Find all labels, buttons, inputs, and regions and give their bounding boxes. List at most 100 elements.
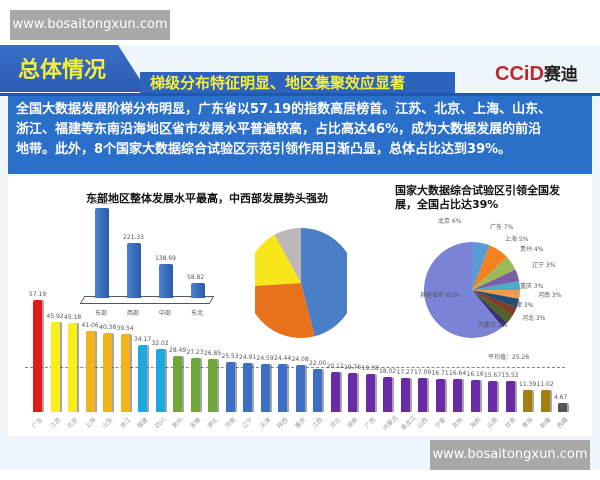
pie-label: 其他省市 61% — [420, 292, 460, 299]
pie-label: 内蒙古 2% — [478, 322, 508, 329]
bar-value: 11.02 — [536, 381, 554, 389]
bar — [435, 379, 445, 412]
bar — [453, 379, 462, 412]
bar-value: 26.85 — [204, 350, 222, 358]
bar — [365, 373, 375, 412]
page-subtitle: 梯级分布特征明显、地区集聚效应显著 — [150, 74, 406, 92]
bar-value: 22.00 — [309, 359, 327, 367]
bar — [120, 334, 130, 412]
axis-label: 中部 — [159, 310, 172, 317]
bar — [278, 363, 287, 412]
bar — [127, 243, 141, 298]
pie-slice — [472, 269, 520, 290]
bar — [418, 378, 427, 412]
bar — [295, 364, 305, 412]
bar-value: 39.54 — [116, 325, 134, 333]
bar — [33, 299, 42, 412]
axis-label: 东部 — [95, 310, 108, 317]
pie-label: 河北 3% — [522, 315, 546, 322]
bar — [173, 355, 182, 412]
pie-slice — [472, 290, 517, 316]
pie-label: 广东 7% — [490, 224, 514, 231]
bar — [103, 332, 112, 412]
regional-pie-chart — [255, 228, 347, 338]
bar-value: 15.67 — [484, 372, 502, 380]
header-divider — [0, 93, 600, 96]
axis-label: 西部 — [127, 310, 140, 317]
pie-slice — [301, 228, 347, 337]
bar-value: 15.52 — [501, 372, 519, 380]
bar-value: 24.44 — [274, 354, 292, 362]
pie-slice — [472, 281, 520, 290]
bar — [558, 402, 567, 412]
bar-value: 19.76 — [344, 364, 362, 372]
watermark-top: www.bosaitongxun.com — [10, 10, 170, 40]
bar — [540, 390, 550, 412]
bar — [243, 363, 252, 412]
bar — [225, 361, 235, 412]
pie-slice — [424, 242, 503, 338]
pie-slice — [255, 234, 301, 286]
bar-value: 58.82 — [187, 274, 205, 282]
bar-value: 16.71 — [431, 370, 449, 378]
bar — [260, 363, 270, 412]
bar-value: 364.13 — [91, 199, 112, 206]
average-annotation: 平均值：25.26 — [488, 354, 530, 361]
watermark-bottom: www.bosaitongxun.com — [430, 440, 590, 470]
bar-value: 41.06 — [81, 322, 99, 330]
bar — [488, 381, 497, 412]
subtitle-banner — [140, 72, 455, 94]
ccid-logo: CCiD赛迪 — [495, 63, 578, 85]
bar-value: 24.91 — [239, 354, 257, 361]
bar — [330, 372, 340, 412]
pie-label: 河南 3% — [538, 292, 562, 299]
bar — [400, 378, 410, 412]
bar-value: 25.53 — [221, 352, 239, 360]
intro-line: 全国大数据发展阶梯分布明显，广东省以57.19的指数高居榜首。江苏、北京、上海、… — [16, 102, 552, 117]
bar-value: 11.39 — [519, 380, 537, 388]
bar-value: 24.59 — [256, 354, 274, 362]
bar-value: 20.12 — [326, 363, 344, 371]
bar-value: 32.02 — [151, 340, 169, 348]
pie-label: 贵州 4% — [520, 246, 544, 253]
bar-value: 57.19 — [29, 290, 47, 298]
pie-label: 辽宁 3% — [532, 262, 556, 269]
bar — [470, 380, 480, 412]
pie-slice — [472, 290, 507, 327]
bar — [313, 368, 322, 412]
average-line — [25, 367, 565, 368]
bar-value: 19.38 — [361, 364, 379, 372]
bar-value: 28.49 — [169, 346, 187, 354]
bar-value: 16.64 — [449, 370, 467, 378]
pie-label: 重庆 3% — [520, 283, 544, 290]
bar — [523, 389, 532, 412]
bar-value: 18.02 — [379, 367, 397, 375]
pie-slice — [472, 245, 507, 290]
page-title: 总体情况 — [18, 58, 107, 83]
bar-value: 16.16 — [466, 371, 484, 379]
pie-label: 天津 3% — [510, 302, 534, 309]
intro-line: 浙江、福建等东南沿海地区省市发展水平普遍较高，占比高达46%，成为大数据发展的前… — [16, 122, 542, 137]
bar-value: 4.67 — [554, 393, 568, 401]
pie-slice — [274, 228, 301, 283]
bar — [155, 349, 165, 412]
pie-slice — [472, 290, 520, 299]
bar — [68, 323, 77, 412]
bar-value: 221.33 — [123, 234, 144, 242]
bar — [95, 208, 109, 298]
bar-value: 45.18 — [64, 314, 82, 322]
bar — [348, 373, 357, 412]
pie-slice — [255, 283, 315, 338]
bar-value: 17.09 — [414, 369, 432, 377]
bar-value: 34.17 — [134, 335, 152, 343]
bar — [85, 331, 95, 412]
bar — [191, 283, 205, 298]
pie-slice — [472, 290, 513, 323]
pilot-zone-chart-title: 国家大数据综合试验区引领全国发展，全国占比达39% — [395, 184, 560, 211]
intro-line: 地带。此外，8个国家大数据综合试验区示范引领作用日渐凸显，总体占比达到39%。 — [16, 142, 512, 157]
pie-slice — [472, 257, 516, 290]
bar-value: 24.08 — [291, 355, 309, 363]
bar — [208, 359, 217, 412]
axis-label: 东北 — [191, 310, 204, 317]
pie-slice — [472, 242, 490, 290]
